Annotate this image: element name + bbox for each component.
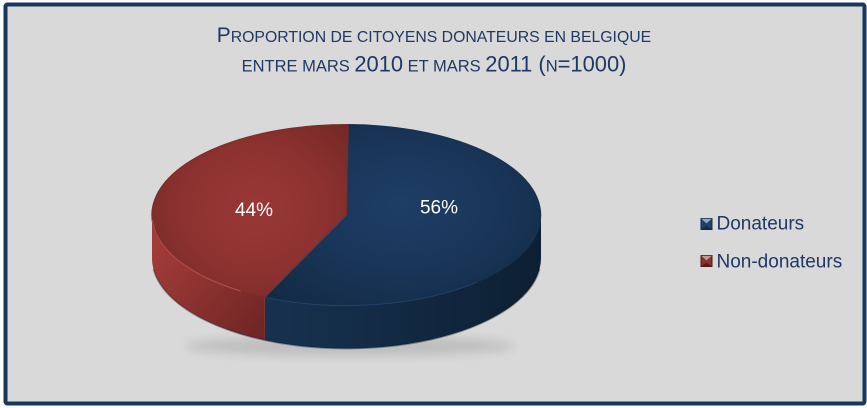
svg-text:56%: 56% [420, 198, 458, 219]
svg-text:Donateurs: Donateurs [717, 214, 805, 235]
svg-text:PROPORTION DE CITOYENS DONATEU: PROPORTION DE CITOYENS DONATEURS EN BELG… [217, 24, 651, 47]
svg-text:44%: 44% [235, 200, 273, 221]
svg-text:Non-donateurs: Non-donateurs [717, 251, 843, 272]
svg-text:ENTRE MARS 2010 ET MARS 2011 (: ENTRE MARS 2010 ET MARS 2011 (N=1000) [242, 51, 627, 76]
